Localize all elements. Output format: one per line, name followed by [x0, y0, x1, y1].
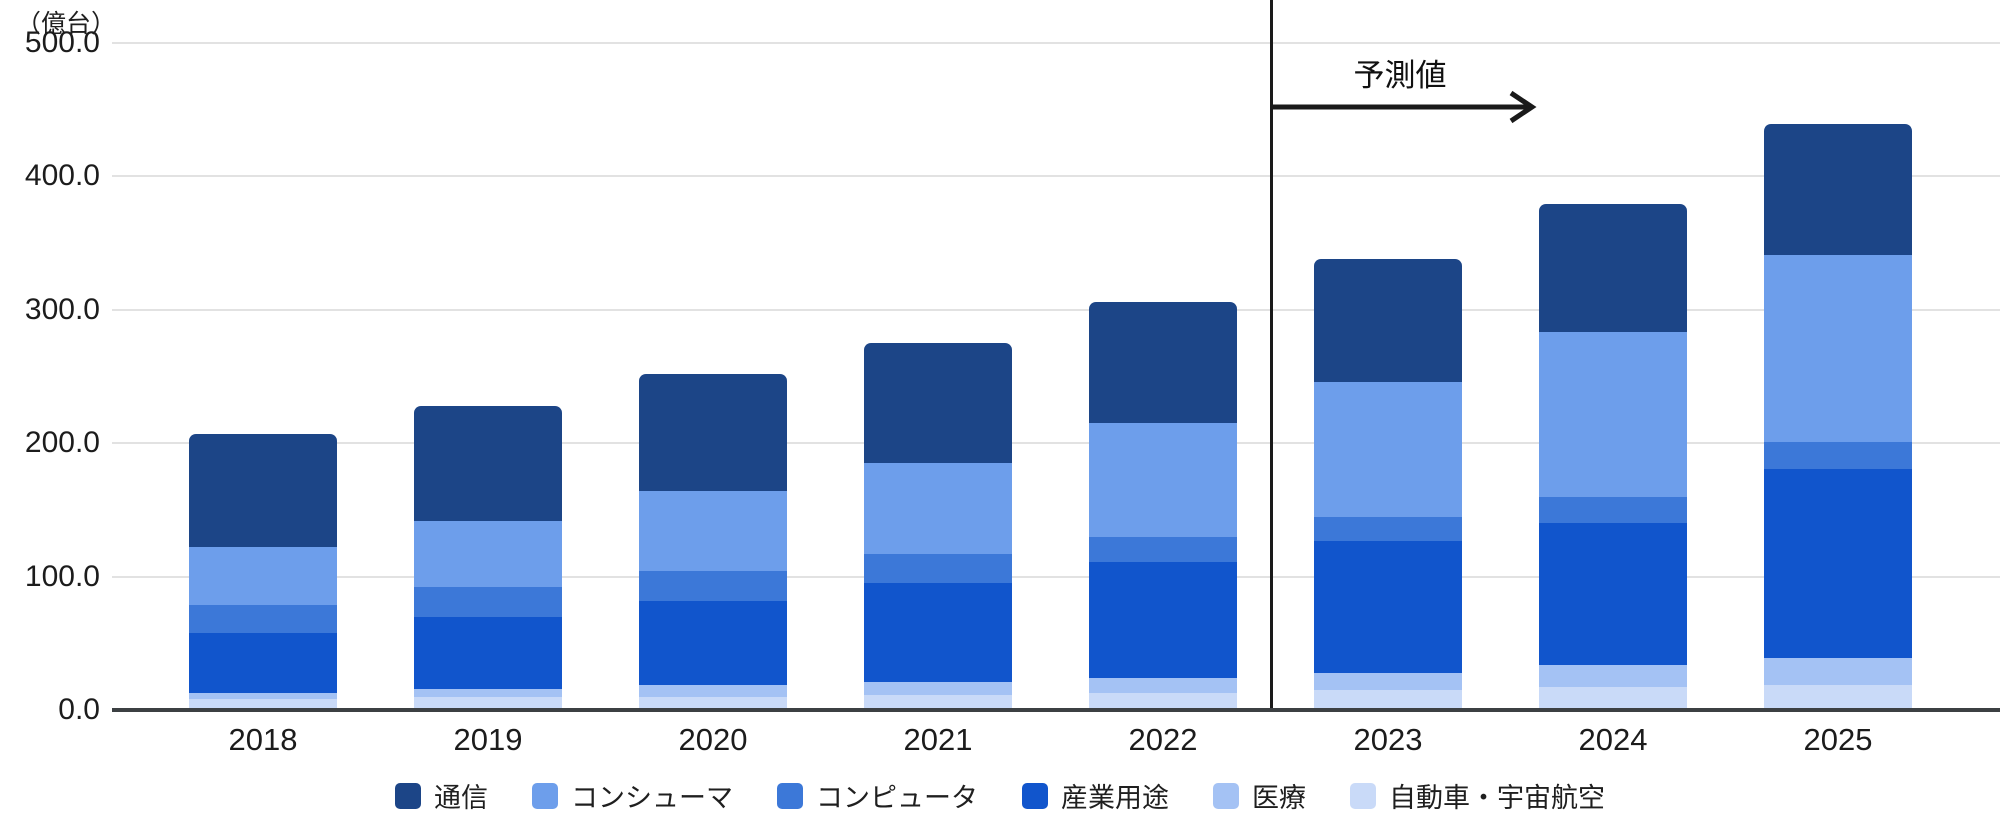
bar-segment-consumer-2018: [189, 547, 337, 605]
legend-item-computer: コンピュータ: [777, 776, 978, 815]
forecast-arrow-icon: [1273, 90, 1537, 124]
bar-segment-consumer-2021: [864, 463, 1012, 554]
y-tick-label-400.0: 400.0: [24, 159, 100, 192]
bar-segment-computer-2022: [1089, 536, 1237, 562]
y-tick-label-0.0: 0.0: [58, 693, 100, 726]
x-tick-label-2022: 2022: [1128, 722, 1198, 757]
bar-segment-automotive-aerospace-2019: [414, 696, 562, 710]
legend-swatch-medical: [1213, 782, 1239, 809]
bar-segment-automotive-aerospace-2023: [1314, 689, 1462, 710]
x-tick-label-2019: 2019: [453, 722, 523, 757]
bar-segment-medical-2019: [414, 688, 562, 697]
bar-segment-automotive-aerospace-2025: [1764, 684, 1912, 710]
gridline-100: [112, 576, 2000, 578]
bar-segment-medical-2021: [864, 681, 1012, 696]
bar-segment-medical-2023: [1314, 672, 1462, 690]
bar-segment-communication-2018: [189, 433, 337, 548]
y-tick-label-500.0: 500.0: [24, 26, 100, 59]
bar-segment-communication-2025: [1764, 124, 1912, 256]
legend-swatch-automotive-aerospace: [1350, 782, 1376, 809]
legend-label-computer: コンピュータ: [816, 783, 978, 813]
bar-segment-communication-2021: [864, 343, 1012, 464]
x-tick-label-2018: 2018: [228, 722, 298, 757]
legend-swatch-communication: [395, 782, 421, 809]
bar-segment-communication-2020: [639, 373, 787, 492]
bar-segment-medical-2025: [1764, 657, 1912, 685]
bar-segment-consumer-2019: [414, 520, 562, 588]
bar-segment-automotive-aerospace-2022: [1089, 692, 1237, 710]
bar-segment-consumer-2020: [639, 491, 787, 572]
x-tick-label-2025: 2025: [1803, 722, 1873, 757]
bar-segment-automotive-aerospace-2021: [864, 695, 1012, 710]
y-axis-unit-label: （億台）: [16, 10, 117, 38]
bar-segment-computer-2024: [1539, 496, 1687, 524]
bar-segment-communication-2019: [414, 405, 562, 521]
gridline-200: [112, 442, 2000, 444]
bar-segment-medical-2020: [639, 684, 787, 697]
bar-segment-communication-2024: [1539, 204, 1687, 333]
x-tick-label-2023: 2023: [1353, 722, 1423, 757]
bar-segment-consumer-2022: [1089, 423, 1237, 537]
legend: 通信 コンシューマ コンピュータ 産業用途 医療 自動車・宇宙航空: [0, 776, 2000, 815]
bar-segment-industrial-2021: [864, 583, 1012, 682]
bar-segment-industrial-2020: [639, 600, 787, 685]
legend-item-communication: 通信: [395, 776, 488, 815]
bar-segment-consumer-2023: [1314, 381, 1462, 517]
bar-segment-consumer-2024: [1539, 332, 1687, 497]
bar-segment-computer-2019: [414, 587, 562, 617]
legend-label-industrial: 産業用途: [1061, 783, 1169, 813]
bar-segment-consumer-2025: [1764, 255, 1912, 442]
gridline-500: [112, 42, 2000, 44]
x-tick-label-2024: 2024: [1578, 722, 1648, 757]
legend-label-communication: 通信: [434, 783, 488, 813]
bar-segment-industrial-2018: [189, 632, 337, 693]
bar-segment-computer-2020: [639, 571, 787, 601]
bar-segment-industrial-2023: [1314, 540, 1462, 673]
bar-segment-automotive-aerospace-2020: [639, 696, 787, 710]
y-tick-label-300.0: 300.0: [24, 293, 100, 326]
gridline-400: [112, 175, 2000, 177]
legend-label-automotive-aerospace: 自動車・宇宙航空: [1389, 783, 1605, 813]
legend-swatch-industrial: [1022, 782, 1048, 809]
legend-swatch-consumer: [532, 782, 558, 809]
bar-segment-computer-2018: [189, 604, 337, 633]
legend-swatch-computer: [777, 782, 803, 809]
x-tick-label-2020: 2020: [678, 722, 748, 757]
legend-label-consumer: コンシューマ: [571, 783, 733, 813]
legend-label-medical: 医療: [1252, 783, 1306, 813]
bar-segment-computer-2025: [1764, 441, 1912, 469]
legend-item-consumer: コンシューマ: [532, 776, 733, 815]
bar-segment-communication-2023: [1314, 259, 1462, 382]
x-tick-label-2021: 2021: [903, 722, 973, 757]
legend-item-medical: 医療: [1213, 776, 1306, 815]
bar-segment-industrial-2024: [1539, 523, 1687, 665]
bar-segment-automotive-aerospace-2018: [189, 699, 337, 710]
bar-segment-industrial-2022: [1089, 561, 1237, 678]
y-tick-label-100.0: 100.0: [24, 560, 100, 593]
x-axis-line: [112, 708, 2000, 712]
forecast-label: 予測値: [1353, 58, 1447, 93]
bar-segment-industrial-2025: [1764, 468, 1912, 658]
bar-segment-computer-2023: [1314, 516, 1462, 541]
legend-item-automotive-aerospace: 自動車・宇宙航空: [1350, 776, 1605, 815]
bar-segment-medical-2018: [189, 692, 337, 700]
y-tick-label-200.0: 200.0: [24, 426, 100, 459]
legend-item-industrial: 産業用途: [1022, 776, 1169, 815]
bar-segment-medical-2024: [1539, 664, 1687, 688]
bar-segment-computer-2021: [864, 553, 1012, 584]
bar-segment-industrial-2019: [414, 616, 562, 689]
forecast-separator-line: [1270, 0, 1273, 712]
bar-segment-automotive-aerospace-2024: [1539, 687, 1687, 710]
gridline-300: [112, 309, 2000, 311]
bar-segment-communication-2022: [1089, 301, 1237, 424]
bar-segment-medical-2022: [1089, 677, 1237, 693]
